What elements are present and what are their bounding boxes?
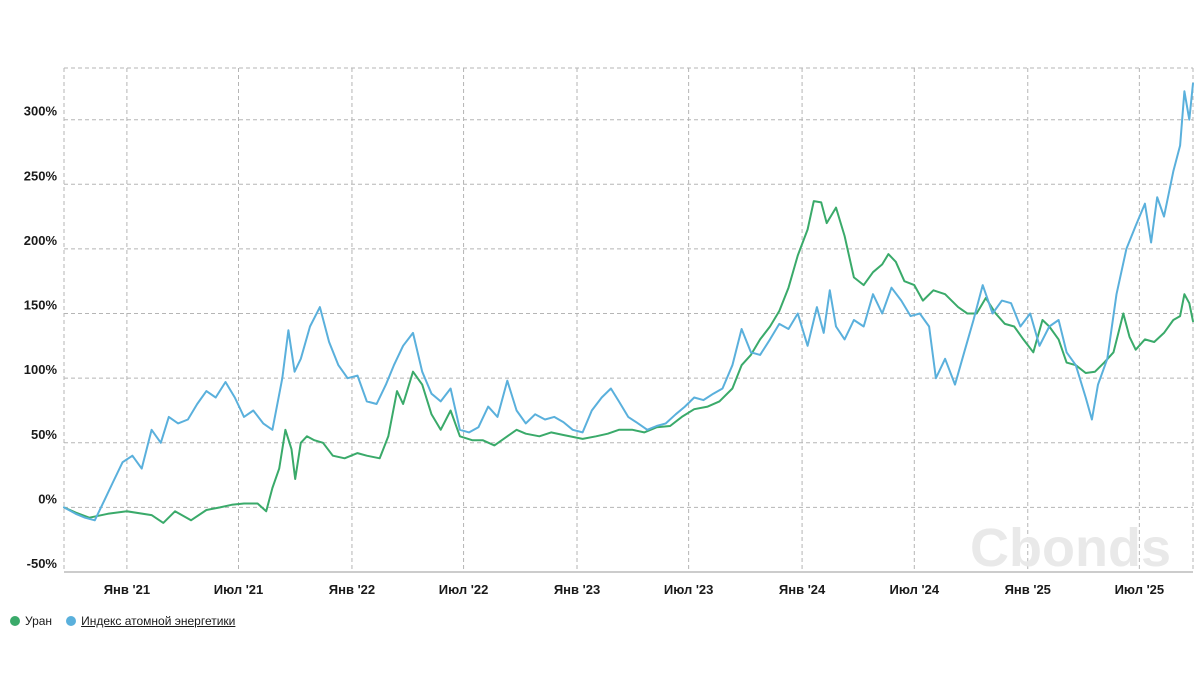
x-tick-label: Июл '21 xyxy=(214,582,264,597)
legend-item-uranium[interactable]: Уран xyxy=(10,614,52,628)
y-tick-label: 200% xyxy=(24,233,58,248)
series-line-uranium xyxy=(63,200,1194,524)
y-axis-ticks: -50% 0% 50% 100% 150% 200% 250% 300% xyxy=(24,104,58,571)
x-tick-label: Июл '25 xyxy=(1115,582,1165,597)
x-axis-ticks: Янв '21 Июл '21 Янв '22 Июл '22 Янв '23 Июл '… xyxy=(104,582,1164,597)
series-line-nuclear-index xyxy=(63,82,1194,522)
x-tick-label: Июл '24 xyxy=(890,582,940,597)
y-tick-label: 150% xyxy=(24,298,58,313)
legend-item-nuclear-index[interactable]: Индекс атомной энергетики xyxy=(66,614,235,628)
legend-label-nuclear-index: Индекс атомной энергетики xyxy=(81,614,236,628)
legend-marker-uranium xyxy=(10,616,20,626)
chart-legend: Уран Индекс атомной энергетики xyxy=(10,612,249,630)
x-tick-label: Янв '23 xyxy=(554,582,600,597)
grid-lines xyxy=(63,67,1194,573)
x-tick-label: Июл '22 xyxy=(439,582,489,597)
x-tick-label: Янв '22 xyxy=(329,582,375,597)
y-tick-label: 50% xyxy=(31,427,57,442)
series-lines xyxy=(63,82,1194,524)
y-tick-label: -50% xyxy=(27,556,58,571)
legend-marker-nuclear-index xyxy=(66,616,77,626)
watermark: Cbonds xyxy=(970,518,1171,578)
y-tick-label: 250% xyxy=(24,168,58,183)
y-tick-label: 300% xyxy=(24,104,58,119)
x-tick-label: Янв '24 xyxy=(779,582,826,597)
x-tick-label: Янв '25 xyxy=(1005,582,1051,597)
y-tick-label: 100% xyxy=(24,362,58,377)
line-chart: Cbonds -50% 0% 50% 100% 150% 200% 250% 300% Янв… xyxy=(24,67,1194,597)
y-tick-label: 0% xyxy=(38,491,57,506)
x-tick-label: Июл '23 xyxy=(664,582,714,597)
x-tick-label: Янв '21 xyxy=(104,582,150,597)
legend-label-uranium: Уран xyxy=(25,614,53,628)
